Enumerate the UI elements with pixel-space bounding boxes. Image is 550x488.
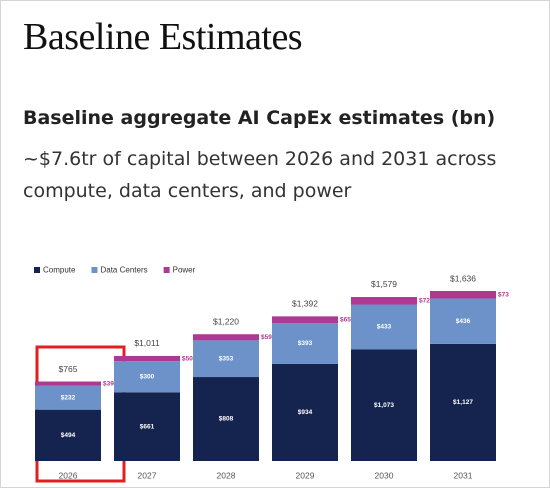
value-label: $433 <box>377 324 392 331</box>
bar-segment <box>35 385 101 410</box>
legend-swatch <box>163 267 170 273</box>
total-label: $1,011 <box>134 338 160 348</box>
value-label: $661 <box>140 423 155 430</box>
value-label: $39 <box>103 380 114 387</box>
chart: Compute Data Centers Power $494 $232 $39 $765 2… <box>34 266 509 483</box>
value-label: $436 <box>456 318 471 325</box>
value-label: $1,127 <box>453 399 473 406</box>
bar-segment <box>193 340 259 378</box>
x-tick-label: 2029 <box>296 470 315 480</box>
bar-segment <box>351 349 417 461</box>
value-label: $73 <box>498 292 509 299</box>
value-label: $494 <box>61 432 76 439</box>
value-label: $353 <box>219 355 234 362</box>
bar-segment <box>430 343 496 461</box>
bar-segment <box>430 291 496 299</box>
value-label: $393 <box>298 340 313 347</box>
total-label: $765 <box>59 364 78 374</box>
x-tick-label: 2030 <box>375 470 394 480</box>
legend-label: Compute <box>43 266 76 275</box>
bar-segment <box>114 361 180 393</box>
value-label: $300 <box>140 373 155 380</box>
legend-swatch <box>34 267 40 273</box>
bar-segment <box>114 392 180 461</box>
value-label: $65 <box>340 316 351 323</box>
page-title: Baseline Estimates <box>23 16 303 58</box>
value-label: $1,073 <box>374 402 394 409</box>
bar-segment <box>430 298 496 344</box>
bar-segment <box>351 304 417 350</box>
bar-segment <box>35 409 101 461</box>
chart-subtitle: ~$7.6tr of capital between 2026 and 2031… <box>23 148 497 202</box>
bar-segment <box>351 297 417 305</box>
legend-swatch <box>91 267 98 273</box>
legend-label: Power <box>173 266 196 275</box>
total-label: $1,220 <box>213 316 239 326</box>
bar-segment <box>35 381 101 386</box>
total-label: $1,392 <box>292 299 318 309</box>
bar-segment <box>114 355 180 362</box>
total-label: $1,636 <box>450 273 476 283</box>
bar-segment <box>193 377 259 461</box>
x-tick-label: 2027 <box>138 470 157 480</box>
bar-segment <box>272 363 338 461</box>
value-label: $934 <box>298 409 313 416</box>
x-tick-label: 2031 <box>454 470 473 480</box>
value-label: $232 <box>61 394 76 401</box>
total-label: $1,579 <box>371 279 397 289</box>
x-tick-label: 2028 <box>217 470 236 480</box>
chart-title: Baseline aggregate AI CapEx estimates (b… <box>23 107 496 129</box>
bar-segment <box>193 334 259 341</box>
value-label: $72 <box>419 297 430 304</box>
value-label: $50 <box>182 355 193 362</box>
bar-segment <box>272 316 338 324</box>
legend-label: Data Centers <box>100 266 147 275</box>
value-label: $59 <box>261 334 272 341</box>
x-tick-label: 2026 <box>59 470 78 480</box>
value-label: $808 <box>219 416 234 423</box>
bar-segment <box>272 323 338 364</box>
